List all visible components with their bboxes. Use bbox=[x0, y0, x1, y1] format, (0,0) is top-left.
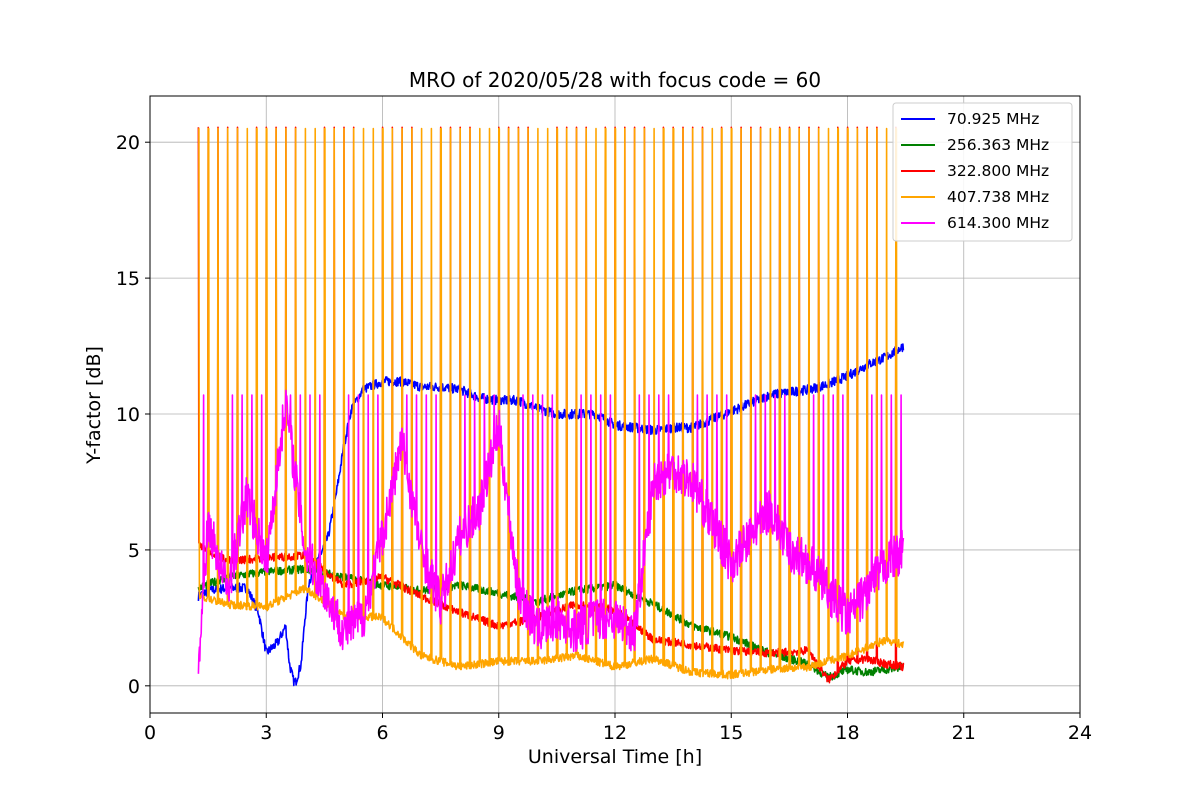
ticks: 0 3 6 9 12 15 18 21 24 0 5 10 15 20 bbox=[116, 132, 1092, 744]
legend-label: 407.738 MHz bbox=[947, 188, 1049, 206]
legend-label: 322.800 MHz bbox=[947, 162, 1049, 180]
x-tick-label: 9 bbox=[493, 722, 505, 744]
chart-title: MRO of 2020/05/28 with focus code = 60 bbox=[409, 68, 821, 92]
x-tick-label: 12 bbox=[603, 722, 627, 744]
y-tick-label: 5 bbox=[128, 540, 140, 562]
x-tick-label: 21 bbox=[952, 722, 976, 744]
x-tick-label: 24 bbox=[1068, 722, 1092, 744]
y-tick-label: 0 bbox=[128, 676, 140, 698]
x-tick-label: 15 bbox=[719, 722, 743, 744]
x-tick-label: 3 bbox=[260, 722, 272, 744]
y-tick-label: 10 bbox=[116, 404, 140, 426]
x-axis-label: Universal Time [h] bbox=[528, 746, 702, 768]
y-tick-label: 15 bbox=[116, 268, 140, 290]
series-line bbox=[198, 127, 905, 680]
legend-label: 70.925 MHz bbox=[947, 110, 1039, 128]
y-axis-label: Y-factor [dB] bbox=[83, 346, 105, 465]
series-line bbox=[197, 389, 905, 674]
legend: 70.925 MHz 256.363 MHz 322.800 MHz 407.738 … bbox=[892, 102, 1073, 242]
x-tick-label: 6 bbox=[376, 722, 388, 744]
legend-box bbox=[892, 102, 1073, 242]
y-tick-label: 20 bbox=[116, 132, 140, 154]
legend-label: 614.300 MHz bbox=[947, 214, 1049, 232]
x-tick-label: 18 bbox=[835, 722, 859, 744]
legend-label: 256.363 MHz bbox=[947, 136, 1049, 154]
x-tick-label: 0 bbox=[144, 722, 156, 744]
plot-area bbox=[197, 126, 905, 687]
